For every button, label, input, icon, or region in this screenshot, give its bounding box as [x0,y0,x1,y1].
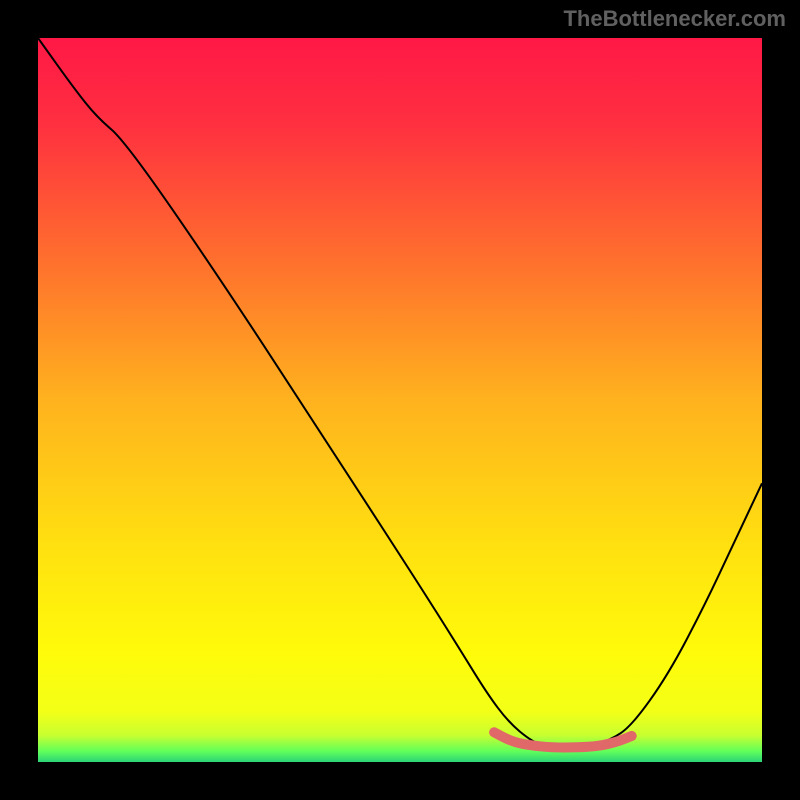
chart-curve [38,38,762,748]
watermark-text: TheBottlenecker.com [563,6,786,32]
chart-highlight-segment [494,732,632,747]
chart-overlay [38,38,762,762]
chart-plot-area [38,38,762,762]
